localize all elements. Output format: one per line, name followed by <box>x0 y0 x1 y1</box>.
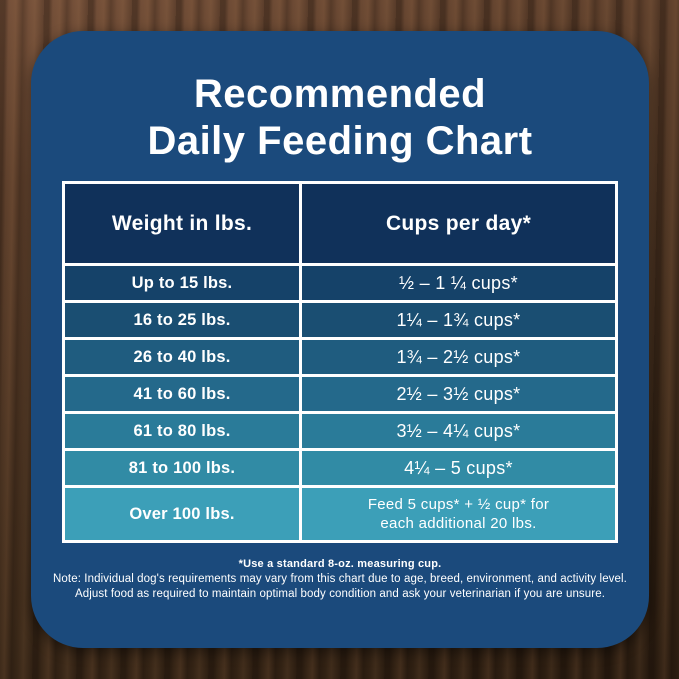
cups-cell: 1¼ – 1¾ cups* <box>299 300 618 340</box>
cups-line-2: each additional 20 lbs. <box>380 515 537 532</box>
cups-cell: 4¼ – 5 cups* <box>299 448 618 488</box>
measuring-cup-note: *Use a standard 8-oz. measuring cup. <box>238 558 442 570</box>
cups-cell: 3½ – 4¼ cups* <box>299 411 618 451</box>
footnotes: *Use a standard 8-oz. measuring cup. Not… <box>31 558 649 602</box>
page-title: Recommended Daily Feeding Chart <box>31 71 649 165</box>
cups-cell: Feed 5 cups* + ½ cup* for each additiona… <box>299 485 618 543</box>
weight-cell: 41 to 60 lbs. <box>62 374 302 414</box>
weight-cell: 16 to 25 lbs. <box>62 300 302 340</box>
weight-cell: Over 100 lbs. <box>62 485 302 543</box>
cups-line-1: Feed 5 cups* + ½ cup* for <box>367 496 550 513</box>
weight-cell: 26 to 40 lbs. <box>62 337 302 377</box>
disclaimer-line-2: Adjust food as required to maintain opti… <box>74 588 606 600</box>
column-header-weight: Weight in lbs. <box>62 181 302 266</box>
cups-cell: 2½ – 3½ cups* <box>299 374 618 414</box>
title-line-1: Recommended <box>193 72 487 116</box>
table-row-81-100: 81 to 100 lbs. 4¼ – 5 cups* <box>62 448 618 488</box>
table-row-61-80: 61 to 80 lbs. 3½ – 4¼ cups* <box>62 411 618 451</box>
table-row-over-100: Over 100 lbs. Feed 5 cups* + ½ cup* for … <box>62 485 618 543</box>
disclaimer-line-1: Note: Individual dog's requirements may … <box>53 573 627 585</box>
weight-cell: Up to 15 lbs. <box>62 263 302 303</box>
table-header-row: Weight in lbs. Cups per day* <box>62 181 618 266</box>
feeding-chart-table: Weight in lbs. Cups per day* Up to 15 lb… <box>62 181 618 543</box>
title-line-2: Daily Feeding Chart <box>147 119 533 163</box>
feeding-chart-panel: Recommended Daily Feeding Chart Weight i… <box>31 31 649 648</box>
weight-cell: 61 to 80 lbs. <box>62 411 302 451</box>
table-row-16-25: 16 to 25 lbs. 1¼ – 1¾ cups* <box>62 300 618 340</box>
cups-cell: 1¾ – 2½ cups* <box>299 337 618 377</box>
weight-cell: 81 to 100 lbs. <box>62 448 302 488</box>
cups-cell: ½ – 1 ¼ cups* <box>299 263 618 303</box>
table-row-26-40: 26 to 40 lbs. 1¾ – 2½ cups* <box>62 337 618 377</box>
table-row-41-60: 41 to 60 lbs. 2½ – 3½ cups* <box>62 374 618 414</box>
table-row-up-to-15: Up to 15 lbs. ½ – 1 ¼ cups* <box>62 263 618 303</box>
column-header-cups: Cups per day* <box>299 181 618 266</box>
